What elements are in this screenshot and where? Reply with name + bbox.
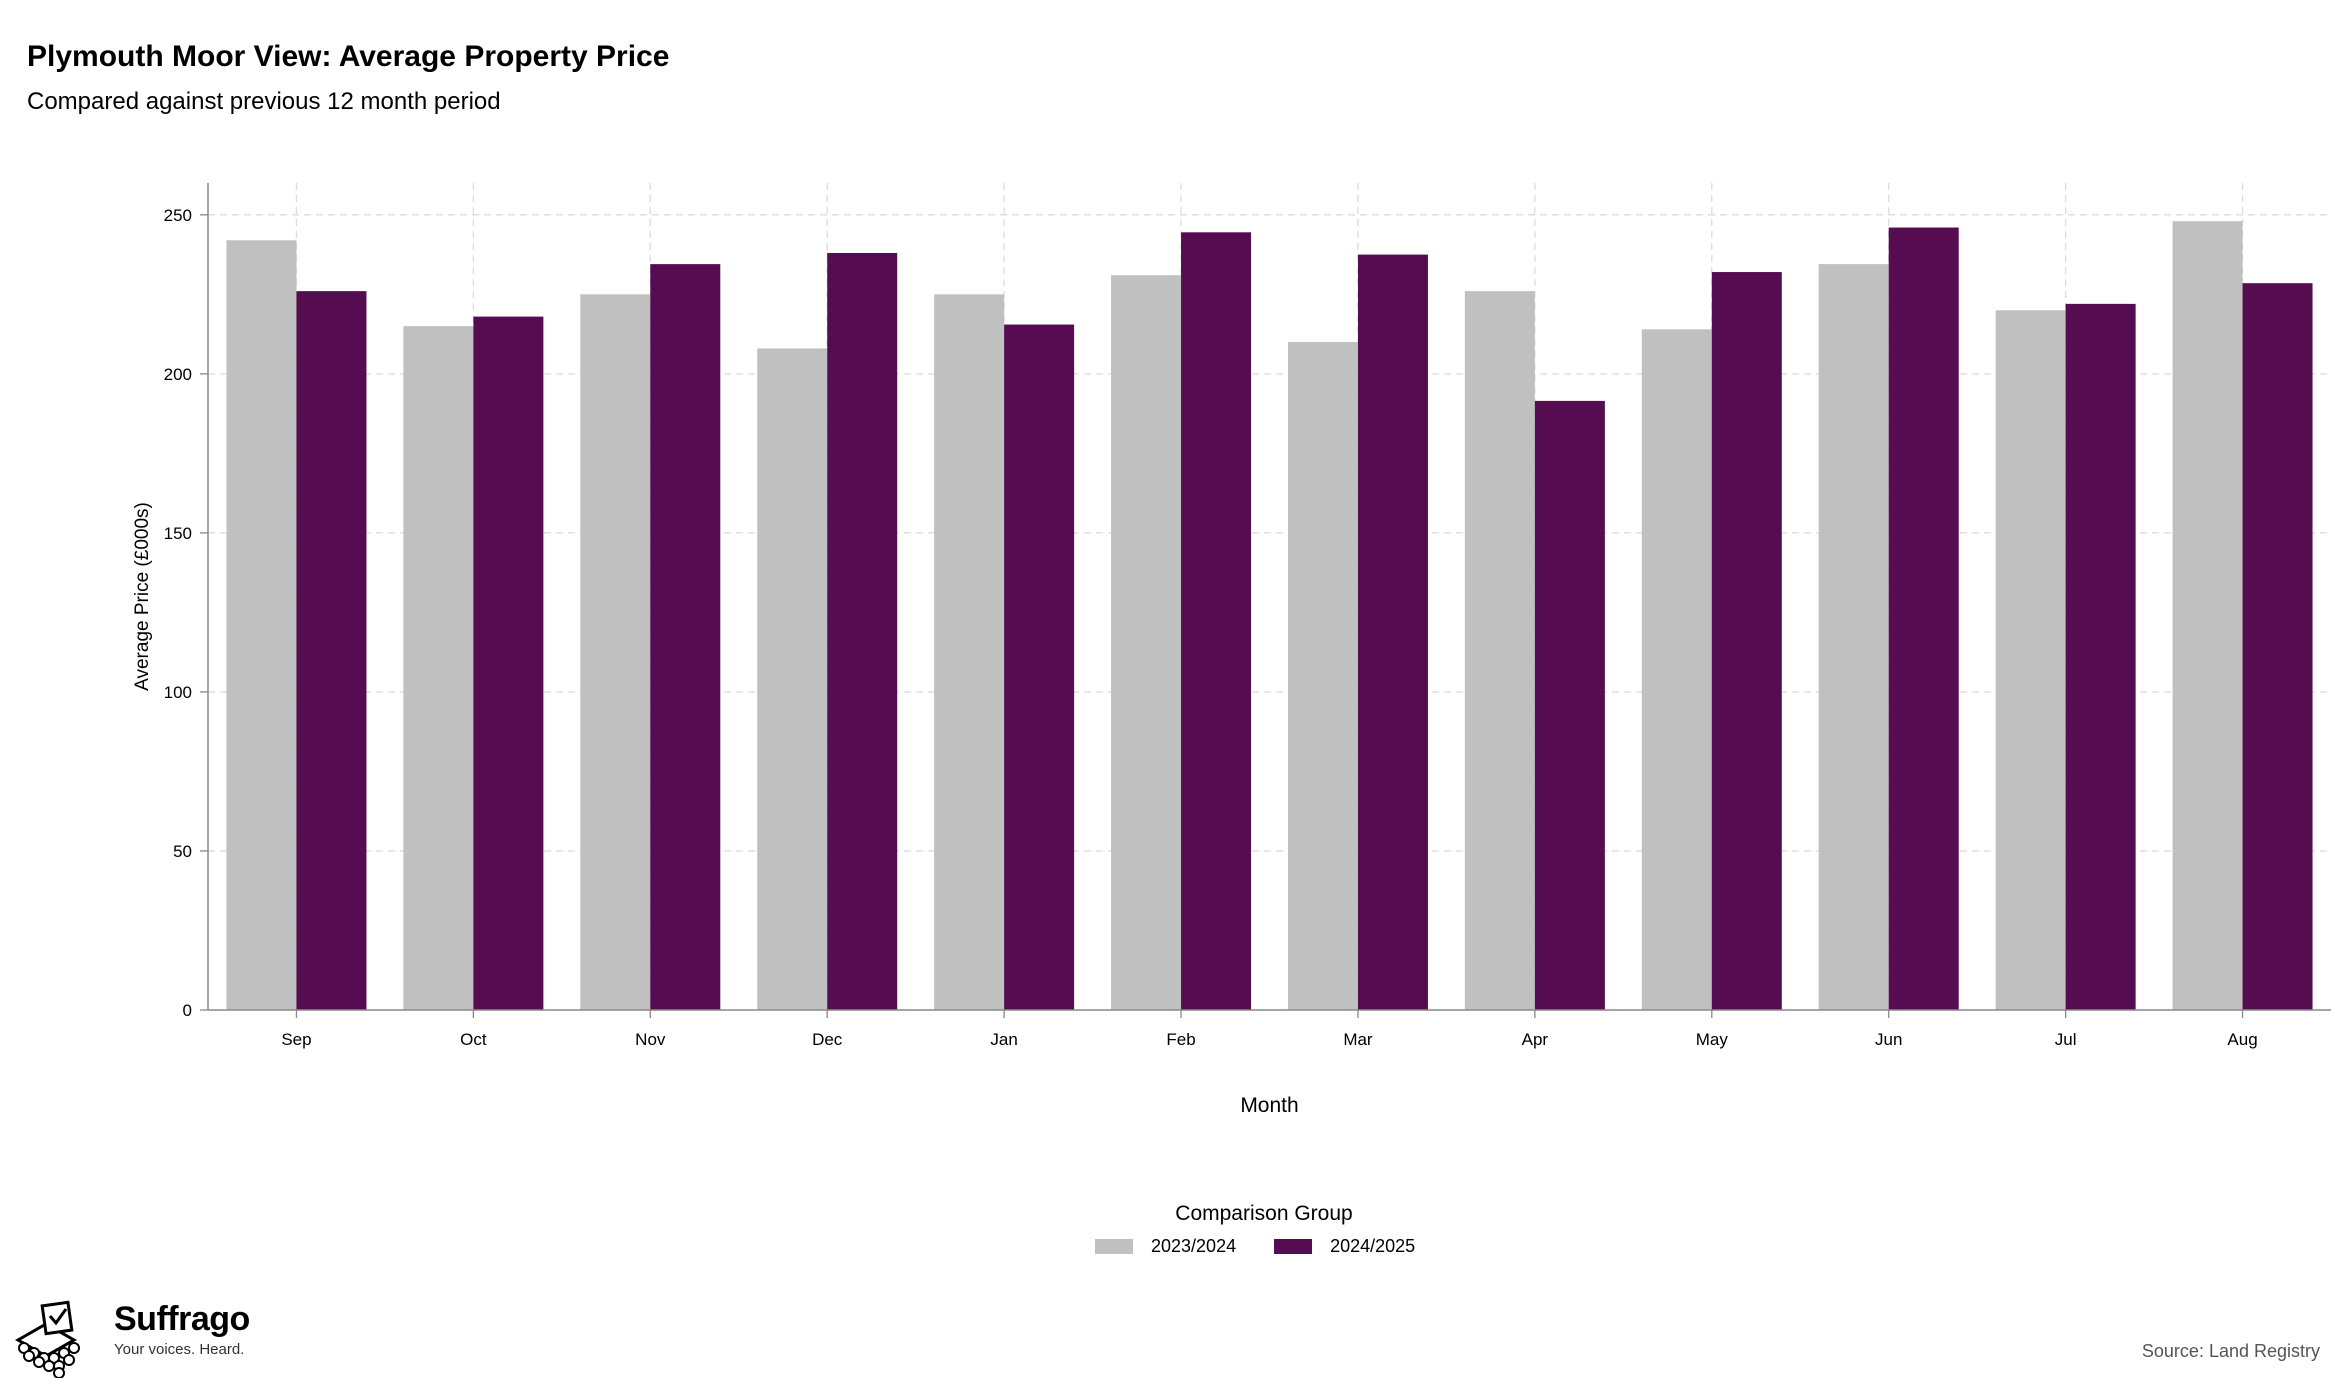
x-tick-label: Aug [2227, 1030, 2257, 1049]
y-tick-label: 200 [164, 365, 192, 384]
y-tick-label: 0 [183, 1001, 192, 1020]
brand-tagline: Your voices. Heard. [114, 1341, 245, 1358]
y-tick-label: 100 [164, 683, 192, 702]
chart-subtitle: Compared against previous 12 month perio… [27, 88, 501, 115]
bar [1357, 254, 1428, 1010]
ballot-box-icon [14, 1300, 80, 1378]
x-tick-label: Feb [1166, 1030, 1195, 1049]
x-tick-label: Apr [1522, 1030, 1549, 1049]
x-axis-title: Month [1240, 1094, 1298, 1117]
bar [1818, 264, 1889, 1010]
y-tick-label: 150 [164, 524, 192, 543]
x-tick-label: Mar [1343, 1030, 1373, 1049]
y-axis-title: Average Price (£000s) [132, 502, 153, 691]
x-tick-label: May [1696, 1030, 1729, 1049]
bar [1888, 227, 1959, 1010]
bar [650, 264, 721, 1010]
bar [2242, 283, 2313, 1011]
bar [1534, 400, 1605, 1010]
bar [827, 252, 898, 1010]
bar [1641, 329, 1712, 1010]
x-tick-label: Jan [990, 1030, 1017, 1049]
bar [1181, 232, 1252, 1010]
y-tick-label: 50 [173, 842, 192, 861]
legend-item-2023-2024: 2023/2024 [1095, 1236, 1236, 1257]
legend-item-2024-2025: 2024/2025 [1274, 1236, 1415, 1257]
axis-labels: 0 50 100 150 200 250 Sep Oct Nov Dec Jan Feb Mar Apr M… [132, 206, 2258, 1117]
bar [1004, 324, 1075, 1011]
bar [934, 294, 1005, 1011]
bar [1111, 275, 1182, 1010]
legend: 2023/2024 2024/2025 [1095, 1236, 1453, 1257]
source-note: Source: Land Registry [2141, 1341, 2320, 1361]
x-tick-label: Dec [812, 1030, 843, 1049]
bar [473, 316, 544, 1011]
bar [580, 294, 651, 1011]
legend-label-2023-2024: 2023/2024 [1151, 1236, 1237, 1256]
legend-swatch-2024-2025 [1274, 1239, 1313, 1254]
legend-swatch-2023-2024 [1095, 1239, 1133, 1254]
bar [226, 240, 297, 1010]
brand-logo: Suffrago Your voices. Heard. [14, 1296, 250, 1378]
bar [1287, 342, 1358, 1010]
bar [403, 326, 474, 1010]
bar [2172, 221, 2243, 1010]
bar [296, 291, 367, 1011]
x-tick-label: Nov [635, 1030, 666, 1049]
x-tick-label: Oct [460, 1030, 487, 1049]
bar [757, 348, 828, 1010]
legend-title: Comparison Group [1175, 1202, 1353, 1225]
bar [1711, 272, 1782, 1010]
axes [200, 183, 2331, 1018]
chart-title: Plymouth Moor View: Average Property Pri… [27, 40, 670, 73]
x-tick-label: Jul [2055, 1030, 2077, 1049]
y-tick-label: 250 [164, 206, 192, 225]
bar [1995, 310, 2066, 1010]
x-tick-label: Sep [281, 1030, 311, 1049]
bar [2065, 303, 2136, 1010]
bars [226, 221, 2313, 1011]
legend-label-2024-2025: 2024/2025 [1330, 1236, 1416, 1256]
bar [1464, 291, 1535, 1011]
x-tick-label: Jun [1875, 1030, 1902, 1049]
brand-name: Suffrago [114, 1300, 250, 1338]
